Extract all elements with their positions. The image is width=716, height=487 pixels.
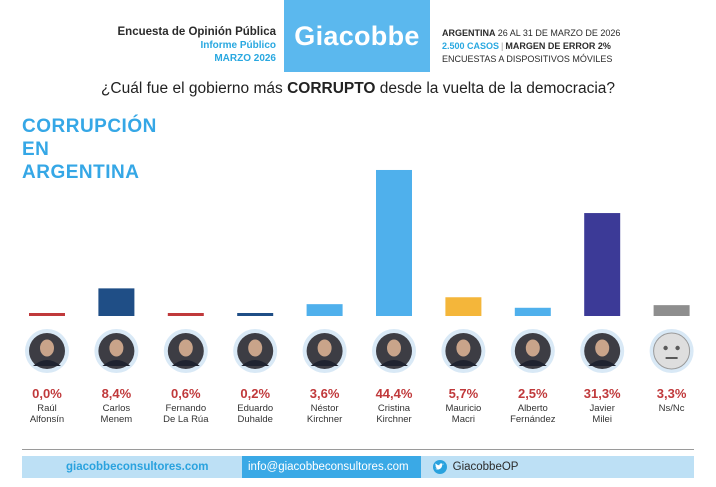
category-label: Alfonsín [30,414,64,425]
bar-7 [514,307,551,316]
email-link[interactable]: info@giacobbeconsultores.com [242,456,421,478]
bar-6 [445,297,482,316]
value-label: 0,2% [240,386,270,401]
bar-4 [306,304,343,316]
value-label: 3,6% [310,386,340,401]
portrait-icon [441,329,486,373]
category-label: Fernández [510,414,556,425]
twitter-bird-icon [432,460,447,474]
portrait-icon [580,329,625,373]
value-label: 0,0% [32,386,62,401]
value-label: 3,3% [657,386,687,401]
category-label: Néstor [311,403,339,414]
portrait-icon [94,329,139,373]
portrait-icon [510,329,555,373]
question-pre: ¿Cuál fue el gobierno más [100,80,288,97]
website-link[interactable]: giacobbeconsultores.com [66,461,209,473]
chart-side-title: CORRUPCIÓN EN ARGENTINA [22,115,157,184]
question-bold: CORRUPTO [287,80,376,97]
category-label: Eduardo [237,403,273,414]
value-label: 44,4% [376,386,413,401]
footer-bar: giacobbeconsultores.com info@giacobbecon… [22,456,694,478]
brand-logo: Giacobbe [284,0,430,72]
survey-info: Encuesta de Opinión Pública Informe Públ… [118,26,276,65]
category-label: Duhalde [238,414,273,425]
brand-logo-text: Giacobbe [294,20,420,51]
category-label: Raúl [37,403,57,414]
value-label: 5,7% [449,386,479,401]
report-date: MARZO 2026 [214,53,276,64]
bar-9 [653,305,690,316]
side-title-line-1: CORRUPCIÓN [22,116,157,137]
category-label: Carlos [103,403,131,414]
question-post: desde la vuelta de la democracia? [375,80,616,97]
survey-country: ARGENTINA [442,28,496,38]
category-label: Cristina [378,403,411,414]
bar-2 [167,313,204,316]
value-label: 2,5% [518,386,548,401]
portrait-icon [233,329,278,373]
portrait-icon [163,329,208,373]
survey-margin: MARGEN DE ERROR 2% [505,41,611,51]
category-label: Ns/Nc [659,403,685,414]
survey-method: ENCUESTAS A DISPOSITIVOS MÓVILES [442,54,613,64]
value-label: 31,3% [584,386,621,401]
value-label: 8,4% [102,386,132,401]
category-label: De La Rúa [163,414,209,425]
category-label: Fernando [165,403,206,414]
side-title-line-2: EN [22,139,50,160]
survey-question: ¿Cuál fue el gobierno más CORRUPTO desde… [0,80,716,98]
twitter-handle: GiacobbeOP [452,461,519,473]
survey-country-dates: ARGENTINA 26 AL 31 DE MARZO DE 2026 [442,27,620,40]
category-label: Macri [452,414,475,425]
survey-sample: 2.500 CASOS | MARGEN DE ERROR 2% [442,41,611,51]
category-label: Kirchner [307,414,342,425]
neutral-face-icon [649,329,694,373]
bar-0 [29,313,65,316]
category-label: Milei [592,414,612,425]
report-type: Informe Público [200,40,276,51]
category-label: Alberto [518,403,548,414]
portrait-icon [302,329,347,373]
survey-title: Encuesta de Opinión Pública [117,26,276,38]
divider [22,449,694,450]
portrait-icon [25,329,69,373]
survey-details: ARGENTINA 26 AL 31 DE MARZO DE 2026 2.50… [442,27,620,66]
bar-8 [584,213,621,316]
twitter-link[interactable]: GiacobbeOP [421,460,519,474]
bar-1 [98,288,135,316]
category-label: Javier [590,403,615,414]
category-label: Mauricio [445,403,481,414]
category-label: Menem [101,414,133,425]
category-label: Kirchner [376,414,411,425]
bar-5 [376,169,412,316]
bar-3 [237,313,274,316]
portrait-icon [372,329,416,373]
survey-dates: 26 AL 31 DE MARZO DE 2026 [497,28,621,38]
side-title-line-3: ARGENTINA [22,162,140,183]
survey-cases: 2.500 CASOS [442,41,500,51]
value-label: 0,6% [171,386,201,401]
